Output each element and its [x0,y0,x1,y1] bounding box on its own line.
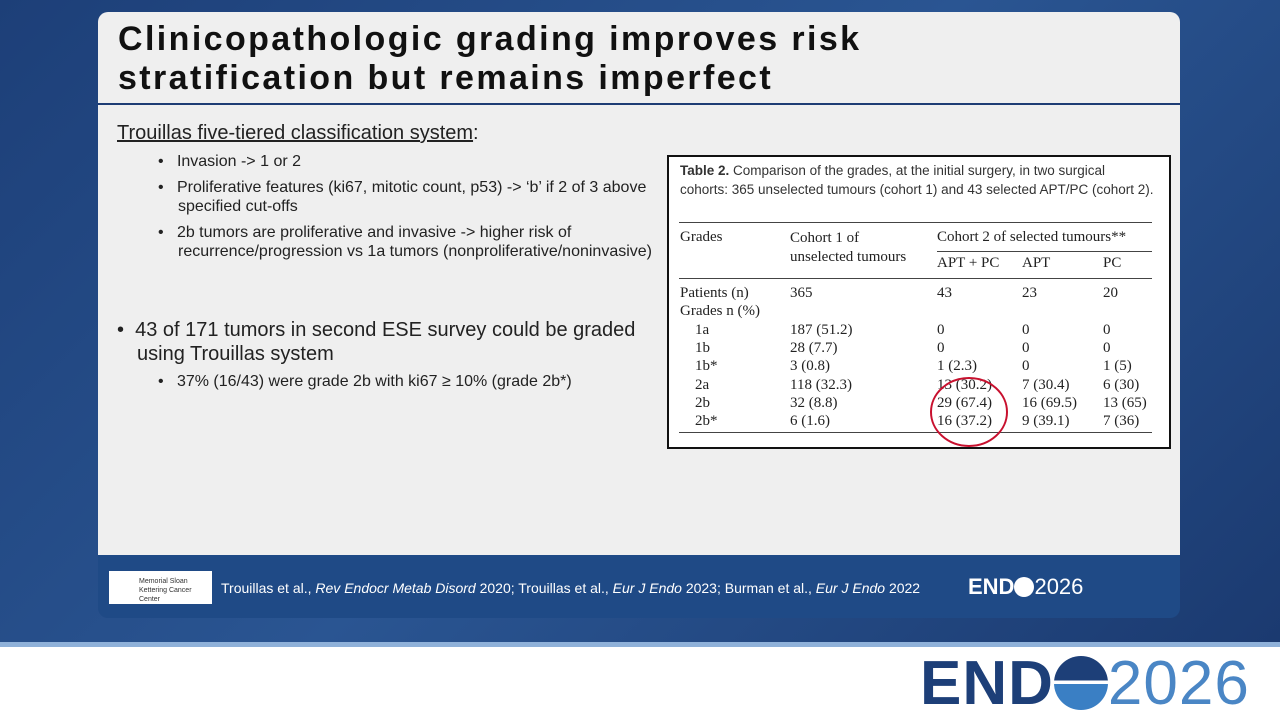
cell: 13 (65) [1103,394,1147,411]
text: 2023; Burman et al., [681,580,816,596]
title-rule [98,103,1180,105]
cell: 0 [1103,339,1111,356]
cell: 0 [937,321,945,338]
heading: Trouillas five-tiered classification sys… [117,122,479,145]
cell: 118 (32.3) [790,376,852,393]
brand-left: END [920,649,1054,718]
row-label: 2b [695,394,710,411]
cell: 7 (36) [1103,413,1140,430]
citation: Trouillas et al., Rev Endocr Metab Disor… [221,580,920,596]
title-line: Clinicopathologic grading improves risk [118,20,862,58]
cell: 23 [1022,285,1037,301]
cell: 20 [1103,285,1118,301]
text: Invasion -> 1 or 2 [176,153,302,170]
text: 43 of 171 tumors in second ESE survey co… [135,319,636,365]
heading-text: Trouillas five-tiered classification sys… [117,122,474,144]
cell: 0 [1022,339,1030,356]
brand-left: END [968,574,1015,599]
cell: 3 (0.8) [790,358,830,375]
rule [679,222,1152,223]
cell: 7 (30.4) [1022,376,1070,393]
header-cell: Cohort 2 of selected tumours** [937,229,1127,245]
cell: 43 [937,285,952,301]
brand-large: END 2026 [920,648,1250,719]
text: 2b tumors are proliferative and invasive… [176,224,652,260]
row-label: 2a [695,376,710,393]
cell: 187 (51.2) [790,321,853,338]
cell: 32 (8.8) [790,394,838,411]
caption-label: Table 2. [680,163,730,178]
cell: 365 [790,285,813,301]
cell: 16 (69.5) [1022,394,1077,411]
brand-o [1053,656,1108,710]
cell: 13 (30.2) [937,376,992,393]
sub-bullet: • Invasion -> 1 or 2 [158,153,302,170]
cell: 6 (1.6) [790,413,830,430]
text: 2020; Trouillas et al., [475,580,613,596]
heading-suffix: : [473,122,479,144]
highlight-circle [930,377,1008,447]
cell: 29 (67.4) [937,394,992,411]
subheader-cell: PC [1103,255,1122,271]
cell: 6 (30) [1103,376,1140,393]
cell: 0 [1103,321,1111,338]
rule [679,432,1152,433]
row-label: Grades n (%) [680,303,760,320]
cell: 0 [1022,358,1030,375]
table-image [667,155,1171,449]
row-label: 1a [695,321,710,338]
sub-bullet: • 37% (16/43) were grade 2b with ki67 ≥ … [158,373,572,390]
header-cell: Cohort 1 of unselected tumours [790,230,907,265]
journal: Eur J Endo [815,580,886,596]
sub-bullet: • Proliferative features (ki67, mitotic … [158,179,647,215]
cell: 16 (37.2) [937,413,992,430]
cell: 9 (39.1) [1022,413,1070,430]
subheader-cell: APT [1022,255,1051,271]
text: Trouillas et al., [221,580,316,596]
row-label: 1b* [695,358,718,375]
rule [937,251,1152,252]
subheader-cell: APT + PC [937,255,1000,271]
header-cell: Grades [680,229,723,245]
journal: Rev Endocr Metab Disord [315,580,476,596]
brand-right: 2026 [1034,574,1084,599]
text: 37% (16/43) were grade 2b with ki67 ≥ 10… [176,373,572,390]
logo: Memorial Sloan Kettering Cancer Center [109,571,212,604]
brand: END 2026 [968,574,1083,600]
footer-bar [98,555,1180,618]
rule [679,278,1152,279]
title-line: stratification but remains imperfect [118,59,774,97]
row-label: 2b* [695,413,718,430]
caption-text: Comparison of the grades, at the initial… [680,163,1154,197]
brand-right: 2026 [1107,649,1250,718]
title: Clinicopathologic grading improves risk … [118,20,862,98]
cell: 0 [1022,321,1030,338]
cell: 1 (5) [1103,358,1132,375]
brand-o [1014,577,1035,597]
stripe [0,642,1280,647]
sub-bullet: • 2b tumors are proliferative and invasi… [158,224,652,260]
text: 2022 [885,580,921,596]
table-caption: Table 2. Comparison of the grades, at th… [680,161,1155,199]
cell: 1 (2.3) [937,358,977,375]
journal: Eur J Endo [612,580,682,596]
row-label: 1b [695,339,710,356]
row-label: Patients (n) [680,285,749,301]
main-bullet: • 43 of 171 tumors in second ESE survey … [117,319,636,365]
cell: 0 [937,339,945,356]
cell: 28 (7.7) [790,339,838,356]
text: Proliferative features (ki67, mitotic co… [176,179,647,215]
